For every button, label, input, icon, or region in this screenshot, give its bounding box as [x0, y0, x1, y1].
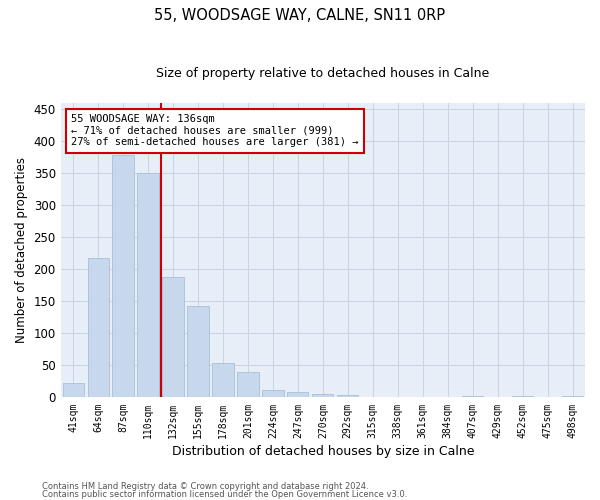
- Text: 55, WOODSAGE WAY, CALNE, SN11 0RP: 55, WOODSAGE WAY, CALNE, SN11 0RP: [154, 8, 446, 22]
- Text: 55 WOODSAGE WAY: 136sqm
← 71% of detached houses are smaller (999)
27% of semi-d: 55 WOODSAGE WAY: 136sqm ← 71% of detache…: [71, 114, 359, 148]
- Bar: [62, 384, 84, 398]
- Bar: [462, 396, 483, 398]
- Bar: [287, 392, 308, 398]
- Bar: [238, 372, 259, 398]
- Bar: [362, 397, 383, 398]
- Y-axis label: Number of detached properties: Number of detached properties: [15, 157, 28, 343]
- Text: Contains HM Land Registry data © Crown copyright and database right 2024.: Contains HM Land Registry data © Crown c…: [42, 482, 368, 491]
- Bar: [212, 364, 233, 398]
- Bar: [312, 394, 334, 398]
- Bar: [337, 395, 358, 398]
- Bar: [512, 396, 533, 398]
- Text: Contains public sector information licensed under the Open Government Licence v3: Contains public sector information licen…: [42, 490, 407, 499]
- Bar: [88, 258, 109, 398]
- Bar: [562, 396, 583, 398]
- X-axis label: Distribution of detached houses by size in Calne: Distribution of detached houses by size …: [172, 444, 474, 458]
- Bar: [137, 173, 158, 398]
- Bar: [112, 155, 134, 398]
- Bar: [187, 306, 209, 398]
- Bar: [163, 277, 184, 398]
- Bar: [262, 390, 284, 398]
- Title: Size of property relative to detached houses in Calne: Size of property relative to detached ho…: [156, 68, 490, 80]
